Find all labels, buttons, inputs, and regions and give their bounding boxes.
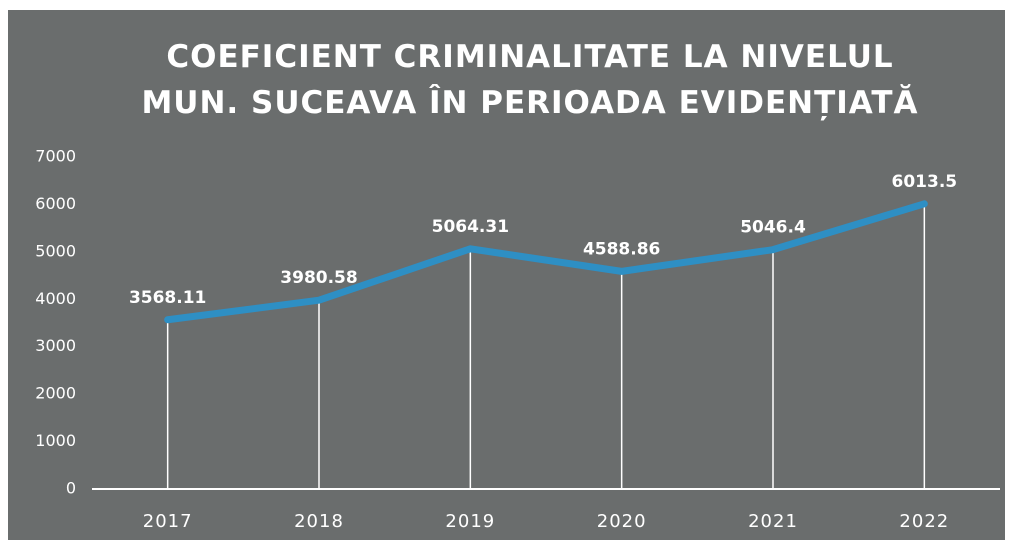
- y-tick-label: 6000: [35, 194, 76, 213]
- y-tick-label: 4000: [35, 289, 76, 308]
- x-tick-label: 2018: [294, 511, 344, 532]
- chart-background: [8, 10, 1005, 540]
- x-tick-label: 2021: [748, 511, 798, 532]
- data-label: 5064.31: [432, 217, 509, 237]
- x-tick-label: 2017: [143, 511, 193, 532]
- y-tick-label: 7000: [35, 147, 76, 166]
- data-label: 5046.4: [740, 218, 806, 238]
- data-line: [164, 200, 928, 324]
- y-tick-label: 1000: [35, 431, 76, 450]
- x-tick-label: 2022: [899, 511, 949, 532]
- y-tick-label: 2000: [35, 384, 76, 403]
- x-tick-label: 2019: [445, 511, 495, 532]
- y-tick-label: 0: [66, 479, 76, 498]
- y-tick-label: 5000: [35, 241, 76, 260]
- data-label: 6013.5: [892, 172, 958, 192]
- y-tick-label: 3000: [35, 336, 76, 355]
- data-label: 3568.11: [129, 288, 206, 308]
- x-tick-label: 2020: [597, 511, 647, 532]
- data-label: 4588.86: [583, 239, 660, 259]
- chart-title: COEFICIENT CRIMINALITATE LA NIVELUL MUN.…: [141, 39, 919, 121]
- data-label: 3980.58: [280, 268, 357, 288]
